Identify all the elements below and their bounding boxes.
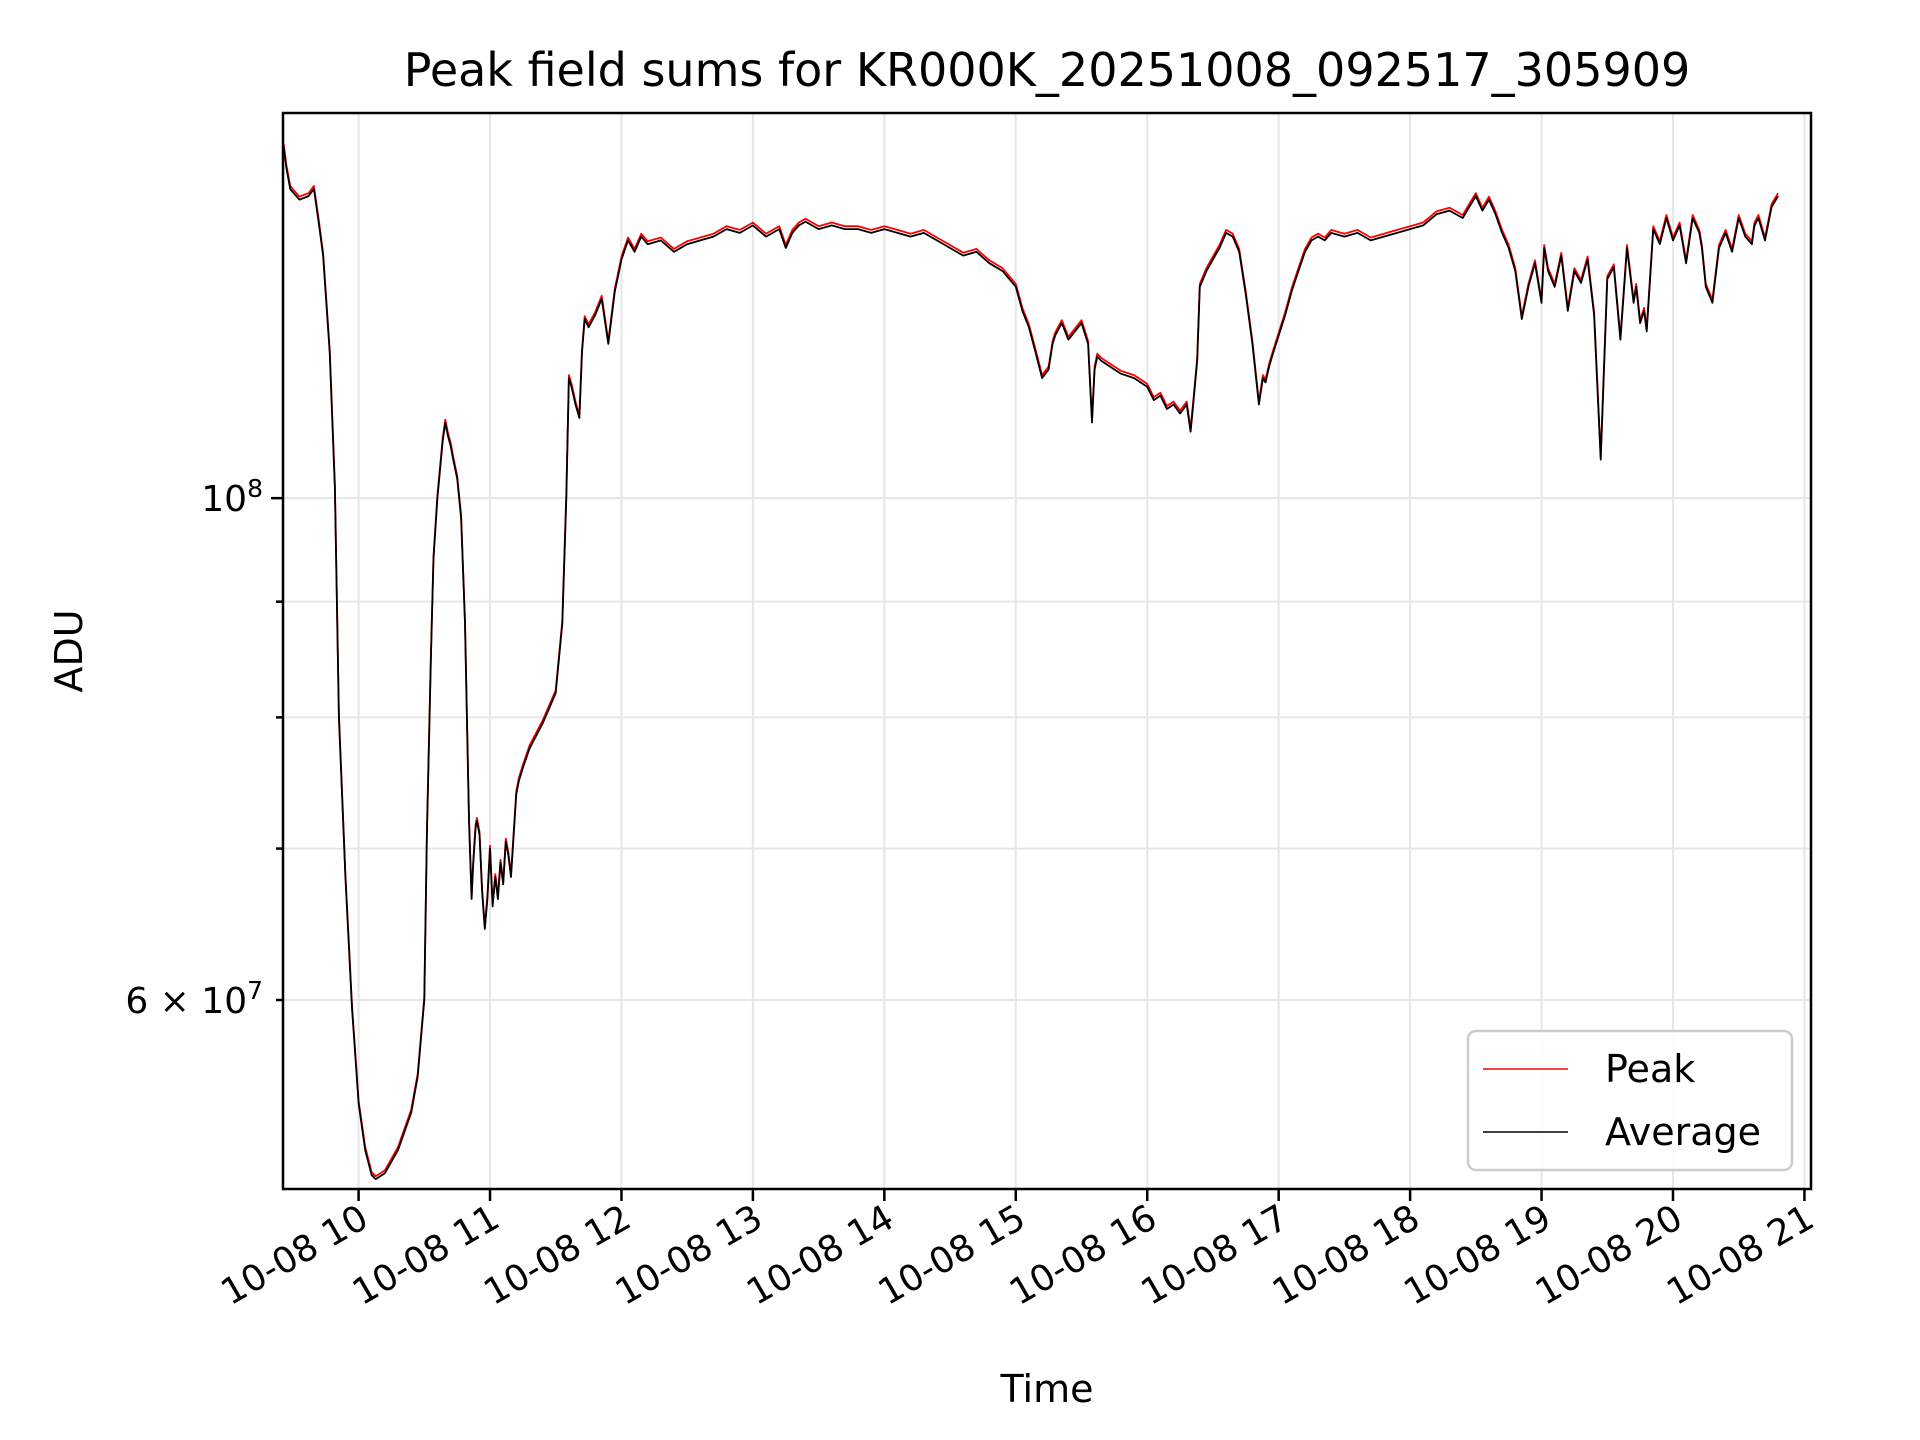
plot-area-frame (281, 111, 1813, 1191)
legend-peak-label: Peak (1605, 1047, 1695, 1091)
chart-title: Peak field sums for KR000K_20251008_0925… (404, 43, 1691, 97)
y-tick-label: 108 (201, 474, 263, 520)
legend-average-label: Average (1605, 1110, 1761, 1154)
series-lines (283, 143, 1779, 1180)
legend: Peak Average (1466, 1029, 1794, 1172)
y-axis-label: ADU (47, 609, 91, 692)
y-axis: 108 6 × 107 (125, 474, 283, 1022)
y-tick-label: 6 × 107 (125, 976, 263, 1022)
x-axis-label: Time (1000, 1367, 1094, 1411)
legend-box (1466, 1029, 1794, 1172)
series-line-average (283, 146, 1779, 1180)
gridlines (283, 113, 1811, 1189)
